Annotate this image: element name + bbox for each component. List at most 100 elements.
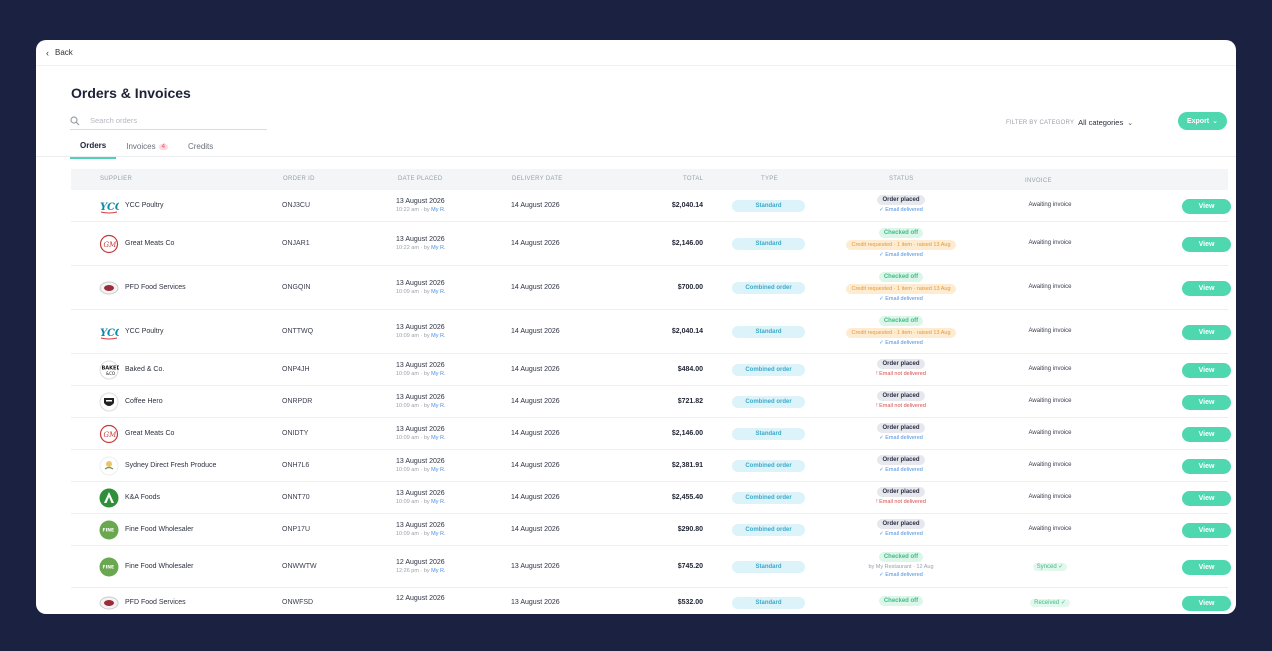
col-supplier: SUPPLIER bbox=[100, 176, 133, 182]
status-note: ✓ Email delivered bbox=[879, 340, 923, 346]
table-row[interactable]: PFD Food Services ONWFSD 12 August 2026 13 … bbox=[71, 588, 1231, 614]
order-total: $484.00 bbox=[677, 366, 703, 373]
date-placed: 12 August 2026 bbox=[396, 594, 445, 603]
credit-requested-badge: Credit requested · 1 item · raised 13 Au… bbox=[846, 240, 956, 250]
placed-by-user[interactable]: My R. bbox=[431, 333, 446, 339]
category-filter[interactable]: FILTER BY CATEGORY All categories ⌄ bbox=[1006, 118, 1133, 127]
status-note: by My Restaurant · 12 Aug bbox=[868, 564, 934, 570]
view-button[interactable]: View bbox=[1182, 491, 1231, 506]
placed-by-user[interactable]: My R. bbox=[431, 467, 446, 473]
date-placed-meta: 10:09 am · by My R. bbox=[396, 531, 446, 537]
placed-by-user[interactable]: My R. bbox=[431, 568, 446, 574]
ycc-logo: YCC bbox=[99, 322, 123, 342]
invoice-cell: Awaiting invoice bbox=[1015, 398, 1085, 404]
view-button[interactable]: View bbox=[1182, 459, 1231, 474]
view-button[interactable]: View bbox=[1182, 560, 1231, 575]
view-button[interactable]: View bbox=[1182, 237, 1231, 252]
view-button[interactable]: View bbox=[1182, 363, 1231, 378]
placed-by-user[interactable]: My R. bbox=[431, 499, 446, 505]
order-status: Order placed ! Email not delivered bbox=[831, 487, 971, 505]
invoice-cell: Awaiting invoice bbox=[1015, 240, 1085, 246]
order-type-badge: Standard bbox=[732, 428, 805, 440]
search-input[interactable] bbox=[90, 116, 250, 125]
supplier-name[interactable]: Fine Food Wholesaler bbox=[125, 563, 194, 570]
tab-credits[interactable]: Credits bbox=[187, 142, 214, 151]
supplier-name[interactable]: PFD Food Services bbox=[125, 599, 186, 606]
delivery-date: 13 August 2026 bbox=[511, 599, 560, 606]
date-placed-meta: 10:22 am · by My R. bbox=[396, 207, 446, 213]
supplier-name[interactable]: PFD Food Services bbox=[125, 284, 186, 291]
supplier-name[interactable]: YCC Poultry bbox=[125, 328, 164, 335]
table-row[interactable]: GM Great Meats Co ONJAR1 13 August 2026 10:2… bbox=[71, 222, 1231, 266]
date-placed: 13 August 2026 10:22 am · by My R. bbox=[396, 197, 446, 215]
view-button[interactable]: View bbox=[1182, 596, 1231, 611]
date-placed-date: 13 August 2026 bbox=[396, 280, 445, 287]
order-total: $721.82 bbox=[677, 398, 703, 405]
invoice-cell: Awaiting invoice bbox=[1015, 328, 1085, 334]
table-row[interactable]: Coffee Hero ONRPDR 13 August 2026 10:09 am … bbox=[71, 386, 1231, 418]
filter-value[interactable]: All categories bbox=[1078, 118, 1124, 127]
placed-by-user[interactable]: My R. bbox=[431, 435, 446, 441]
placed-by-user[interactable]: My R. bbox=[431, 371, 446, 377]
table-row[interactable]: YCC YCC Poultry ONTTWQ 13 August 2026 10:09 … bbox=[71, 310, 1231, 354]
svg-text:GM: GM bbox=[104, 431, 118, 439]
table-row[interactable]: GM Great Meats Co ONIDTY 13 August 2026 10:0… bbox=[71, 418, 1231, 450]
view-button[interactable]: View bbox=[1182, 281, 1231, 296]
delivery-date: 14 August 2026 bbox=[511, 526, 560, 533]
table-row[interactable]: FINE Fine Food Wholesaler ONWWTW 12 August … bbox=[71, 546, 1231, 588]
view-button[interactable]: View bbox=[1182, 325, 1231, 340]
baked-logo: BAKED &CO bbox=[99, 360, 121, 380]
search-bar[interactable] bbox=[70, 112, 267, 130]
delivery-date: 14 August 2026 bbox=[511, 366, 560, 373]
back-link[interactable]: Back bbox=[55, 48, 73, 57]
supplier-name[interactable]: Baked & Co. bbox=[125, 366, 165, 373]
chevron-down-icon[interactable]: ⌄ bbox=[1127, 119, 1134, 127]
supplier-name[interactable]: Sydney Direct Fresh Produce bbox=[125, 462, 217, 469]
view-button[interactable]: View bbox=[1182, 199, 1231, 214]
order-total: $532.00 bbox=[677, 599, 703, 606]
table-row[interactable]: K&A Foods ONNT70 13 August 2026 10:09 am · … bbox=[71, 482, 1231, 514]
col-invoice: INVOICE bbox=[1025, 178, 1052, 184]
placed-by-user[interactable]: My R. bbox=[431, 289, 446, 295]
placed-by-user[interactable]: My R. bbox=[431, 245, 446, 251]
supplier-name[interactable]: Great Meats Co bbox=[125, 240, 175, 247]
date-placed: 13 August 2026 10:09 am · by My R. bbox=[396, 489, 446, 507]
col-status: STATUS bbox=[889, 176, 914, 182]
placed-by-user[interactable]: My R. bbox=[431, 403, 446, 409]
view-button[interactable]: View bbox=[1182, 427, 1231, 442]
delivery-date: 14 August 2026 bbox=[511, 398, 560, 405]
tab-orders[interactable]: Orders bbox=[70, 138, 117, 159]
order-type-badge: Combined order bbox=[732, 460, 805, 472]
order-type-badge: Combined order bbox=[732, 492, 805, 504]
table-row[interactable]: BAKED &CO Baked & Co. ONP4JH 13 August 2026 1… bbox=[71, 354, 1231, 386]
table-row[interactable]: Sydney Direct Fresh Produce ONH7L6 13 Augu… bbox=[71, 450, 1231, 482]
status-pill: Order placed bbox=[877, 195, 925, 205]
table-row[interactable]: YCC YCC Poultry ONJ3CU 13 August 2026 10:22 … bbox=[71, 190, 1231, 222]
view-button[interactable]: View bbox=[1182, 523, 1231, 538]
supplier-name[interactable]: YCC Poultry bbox=[125, 202, 164, 209]
placed-by-user[interactable]: My R. bbox=[431, 207, 446, 213]
date-placed-date: 13 August 2026 bbox=[396, 362, 445, 369]
invoice-synced-badge: Received ✓ bbox=[1030, 599, 1070, 607]
order-id: ONNT70 bbox=[282, 494, 310, 501]
date-placed-date: 13 August 2026 bbox=[396, 522, 445, 529]
date-placed-date: 13 August 2026 bbox=[396, 458, 445, 465]
export-button[interactable]: Export ⌄ bbox=[1178, 112, 1227, 130]
order-total: $2,040.14 bbox=[671, 202, 703, 209]
view-button[interactable]: View bbox=[1182, 395, 1231, 410]
table-row[interactable]: FINE Fine Food Wholesaler ONP17U 13 August … bbox=[71, 514, 1231, 546]
supplier-name[interactable]: Great Meats Co bbox=[125, 430, 175, 437]
placed-by-user[interactable]: My R. bbox=[431, 531, 446, 537]
order-total: $2,381.91 bbox=[671, 462, 703, 469]
pfd-logo bbox=[99, 593, 119, 613]
status-note: ! Email not delivered bbox=[876, 499, 926, 505]
supplier-name[interactable]: K&A Foods bbox=[125, 494, 161, 501]
supplier-name[interactable]: Fine Food Wholesaler bbox=[125, 526, 194, 533]
tab-invoices[interactable]: Invoices 4 bbox=[116, 138, 178, 159]
table-row[interactable]: PFD Food Services ONGQIN 13 August 2026 10:… bbox=[71, 266, 1231, 310]
credit-requested-badge: Credit requested · 1 item · raised 13 Au… bbox=[846, 328, 956, 338]
invoice-cell: Synced ✓ bbox=[1015, 563, 1085, 571]
orders-card: ‹ Back Orders & Invoices Orders Invoices… bbox=[36, 40, 1236, 614]
chevron-left-icon[interactable]: ‹ bbox=[46, 47, 49, 58]
supplier-name[interactable]: Coffee Hero bbox=[125, 398, 163, 405]
